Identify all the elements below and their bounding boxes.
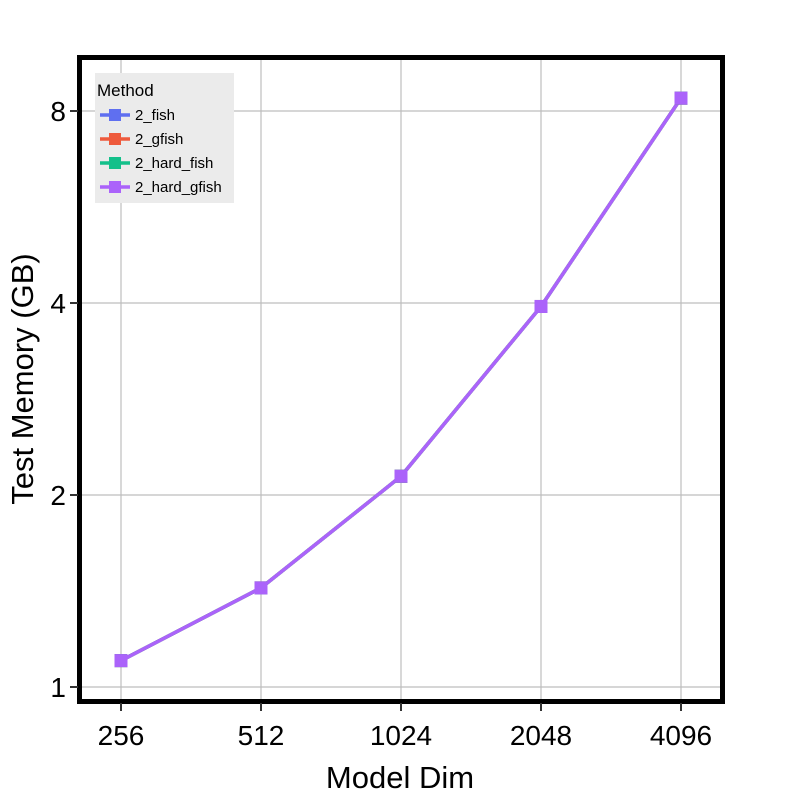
x-axis-ticks: 256 512 1024 2048 4096 bbox=[98, 703, 712, 751]
data-point-2_hard_gfish bbox=[254, 581, 268, 595]
y-tick-label: 4 bbox=[50, 288, 66, 319]
legend-marker-2_hard_gfish bbox=[109, 181, 121, 193]
x-tick-label: 256 bbox=[98, 720, 145, 751]
legend-label-2_gfish: 2_gfish bbox=[135, 131, 183, 148]
x-tick-label: 1024 bbox=[370, 720, 432, 751]
data-point-2_hard_gfish bbox=[394, 469, 408, 483]
legend-title: Method bbox=[97, 81, 154, 100]
x-tick-label: 512 bbox=[238, 720, 285, 751]
x-axis-label: Model Dim bbox=[326, 760, 474, 795]
y-axis-ticks: 1 2 4 8 bbox=[50, 96, 78, 703]
plot-frame bbox=[77, 55, 725, 704]
y-axis-label: Test Memory (GB) bbox=[5, 253, 40, 504]
series-markers bbox=[114, 91, 688, 668]
y-tick-label: 8 bbox=[50, 96, 66, 127]
data-point-2_hard_gfish bbox=[114, 654, 128, 668]
x-tick-label: 4096 bbox=[650, 720, 712, 751]
legend-label-2_fish: 2_fish bbox=[135, 107, 175, 124]
legend-marker-2_fish bbox=[109, 109, 121, 121]
y-tick-label: 2 bbox=[50, 480, 66, 511]
legend-marker-2_hard_fish bbox=[109, 157, 121, 169]
y-tick-label: 1 bbox=[50, 672, 66, 703]
x-tick-label: 2048 bbox=[510, 720, 572, 751]
data-point-2_hard_gfish bbox=[534, 299, 548, 313]
legend-marker-2_gfish bbox=[109, 133, 121, 145]
legend-label-2_hard_gfish: 2_hard_gfish bbox=[135, 179, 222, 196]
legend: Method 2_fish 2_gfish 2_hard_fish 2_hard_gf… bbox=[95, 73, 234, 203]
data-point-2_hard_gfish bbox=[674, 91, 688, 105]
legend-label-2_hard_fish: 2_hard_fish bbox=[135, 155, 213, 172]
legend-items: 2_fish 2_gfish 2_hard_fish 2_hard_gfish bbox=[100, 107, 222, 196]
